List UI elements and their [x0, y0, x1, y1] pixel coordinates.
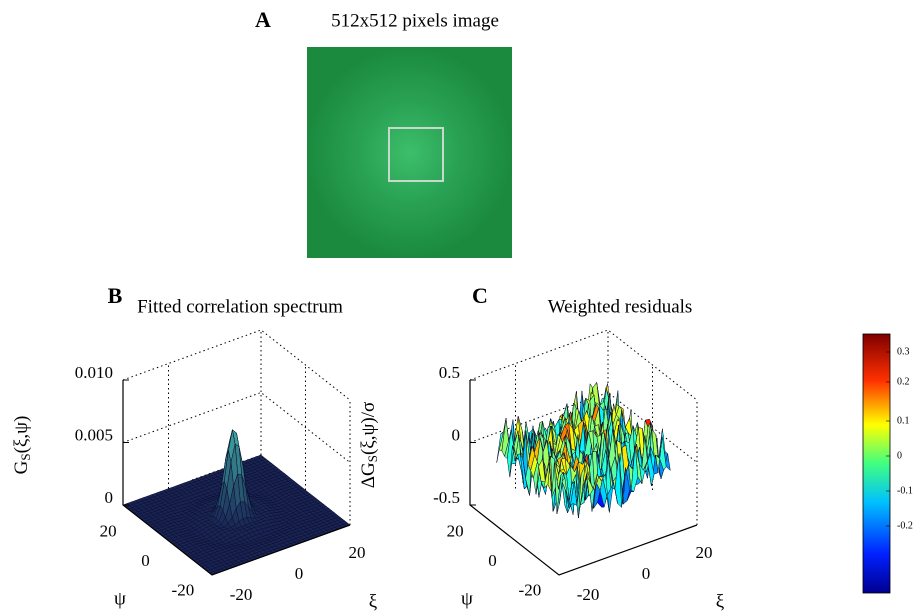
z-tick-label: 0.5: [439, 363, 460, 382]
z-label-part: ΔG: [358, 462, 379, 488]
surface: [122, 429, 351, 576]
xi-axis-label: ξ: [716, 591, 725, 611]
colorbar-tick-label: 0.1: [897, 415, 910, 426]
colorbar-tick-label: -0.1: [897, 485, 913, 496]
microscope-image: [307, 47, 512, 258]
panel-label: C: [472, 283, 488, 308]
psi-axis-label: ψ: [461, 588, 473, 609]
panel-title: Weighted residuals: [548, 296, 693, 317]
surface: [496, 381, 671, 518]
xi-tick-label: -20: [577, 585, 600, 604]
colorbar-tick-label: 0: [897, 450, 902, 461]
psi-tick-label: -20: [519, 580, 542, 599]
xi-tick-label: -20: [230, 585, 253, 604]
colorbar: [862, 333, 891, 594]
psi-axis-label: ψ: [114, 588, 126, 609]
z-label-part: S: [18, 453, 33, 460]
z-tick-label: -0.5: [433, 488, 460, 507]
z-tick-label: 0.010: [75, 363, 113, 382]
box-edge: [122, 329, 351, 401]
z-tick-label: 0: [452, 425, 461, 444]
z-label-part: S: [365, 455, 380, 462]
panel-title: 512x512 pixels image: [331, 10, 499, 31]
z-axis-label: GS(ξ,ψ): [11, 416, 33, 475]
psi-tick-label: -20: [172, 580, 195, 599]
xi-axis-label: ξ: [369, 591, 378, 611]
xi-tick-label: 20: [348, 543, 365, 562]
xi-tick-label: 20: [695, 543, 712, 562]
surface-patch: [561, 476, 570, 508]
psi-tick-label: 20: [447, 522, 464, 541]
z-label-part: G: [11, 460, 32, 474]
psi-tick-label: 20: [100, 522, 117, 541]
z-axis-label: ΔGS(ξ,ψ)/σ: [358, 402, 380, 488]
psi-tick-label: 0: [141, 551, 150, 570]
panel-label: A: [255, 7, 271, 32]
z-label-part: (ξ,ψ): [11, 416, 32, 454]
z-tick-label: 0: [105, 488, 114, 507]
panel-title: Fitted correlation spectrum: [137, 296, 343, 317]
z-tick-label: 0.005: [75, 425, 113, 444]
box-edge: [469, 329, 698, 401]
colorbar-tick-label: 0.2: [897, 376, 910, 387]
panel-label: B: [108, 283, 123, 308]
xi-tick-label: 0: [295, 564, 304, 583]
z-label-part: (ξ,ψ)/σ: [358, 402, 379, 455]
roi-box: [388, 127, 444, 182]
xi-tick-label: 0: [642, 564, 651, 583]
colorbar-tick-label: 0.3: [897, 346, 910, 357]
psi-tick-label: 0: [488, 551, 497, 570]
colorbar-tick-label: -0.2: [897, 520, 913, 531]
